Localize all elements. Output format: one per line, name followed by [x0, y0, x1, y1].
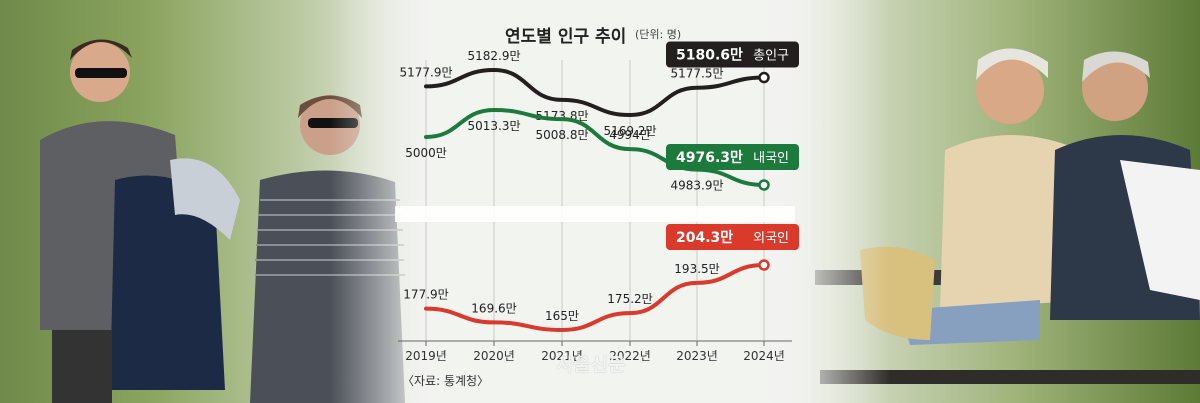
chart-title: 연도별 인구 추이 [505, 27, 627, 47]
x-tick-label: 2020년 [473, 349, 515, 363]
series-end-marker-2 [758, 179, 770, 191]
series-line-1 [424, 67, 766, 118]
callout-series-name: 내국인 [753, 151, 789, 166]
unit-label: (단위: 명) [635, 28, 682, 41]
data-label: 175.2만 [607, 292, 652, 306]
series-end-marker-3 [758, 259, 770, 271]
data-label: 5169.2만 [603, 124, 656, 138]
series-line-2 [424, 107, 766, 187]
data-label: 4983.9만 [670, 179, 723, 193]
young-man-figure [40, 39, 240, 403]
data-label: 5177.9만 [399, 65, 452, 79]
data-label: 5000만 [405, 146, 447, 160]
data-label: 5013.3만 [467, 119, 520, 133]
callout-value: 5180.6만 [676, 48, 743, 64]
data-label: 5182.9만 [467, 49, 520, 63]
callout-box-1 [666, 41, 799, 68]
data-label: 165만 [545, 309, 579, 323]
data-label: 5177.5만 [670, 67, 723, 81]
source-note: 〈자료: 통계청〉 [402, 374, 490, 388]
data-label: 193.5만 [674, 262, 719, 276]
series-end-marker-1 [758, 71, 770, 84]
data-label: 169.6만 [471, 301, 516, 315]
data-label: 177.9만 [403, 288, 448, 302]
x-tick-label: 2022년 [609, 349, 651, 363]
x-tick-label: 2021년 [541, 349, 583, 363]
x-tick-label: 2019년 [405, 349, 447, 363]
axis-break-band [395, 206, 795, 222]
callout-box-3 [666, 224, 799, 250]
data-label: 5008.8만 [535, 128, 588, 142]
callout-series-name: 총인구 [753, 49, 789, 64]
x-tick-label: 2023년 [676, 349, 718, 363]
callout-box-2 [666, 144, 799, 170]
watermark-logo: 서울신문 [556, 355, 627, 376]
callout-value: 204.3만 [676, 230, 733, 246]
callout-value: 4976.3만 [676, 150, 743, 166]
x-tick-label: 2024년 [743, 349, 785, 363]
series-line-3 [424, 263, 766, 333]
data-label: 4994만 [609, 128, 651, 142]
callout-series-name: 외국인 [753, 231, 789, 246]
